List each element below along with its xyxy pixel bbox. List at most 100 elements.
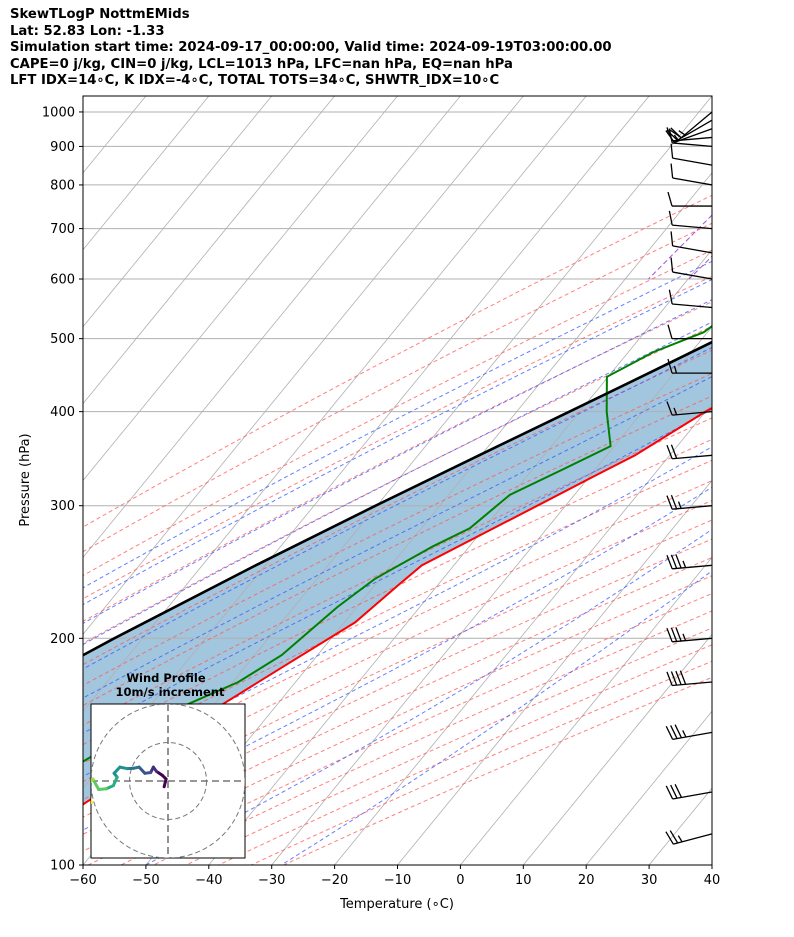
wind-barb-feather: [670, 671, 678, 686]
dry-adiabat-line: [83, 194, 712, 528]
y-tick-label: 100: [50, 859, 75, 874]
y-tick-label: 500: [50, 332, 75, 347]
isotherm-line: [83, 96, 84, 97]
wind-barb-staff: [672, 505, 713, 510]
wind-barb: [665, 830, 713, 845]
hodograph-inset: Wind Profile 10m/s increment: [90, 671, 246, 859]
wind-barb-feather: [666, 554, 673, 570]
wind-barb-feather: [670, 143, 674, 159]
hodograph-segment: [111, 775, 119, 788]
dry-adiabat-line: [83, 275, 712, 600]
wind-barb-staff: [672, 271, 713, 280]
y-tick-label: 400: [50, 405, 75, 420]
dry-adiabat-line: [83, 438, 712, 746]
wind-barb-staff: [672, 157, 713, 166]
wind-barb-feather: [665, 831, 674, 845]
isotherm-line: [83, 96, 461, 559]
cape-cin-shading-layer: [83, 342, 712, 805]
title-line-5: LFT IDX=14∘C, K IDX=-4∘C, TOTAL TOTS=34∘…: [10, 73, 500, 88]
x-tick-label: 30: [641, 873, 658, 888]
wind-barb: [666, 127, 713, 142]
wind-barb-half-feather: [682, 730, 687, 738]
wind-barb-half-feather: [673, 407, 678, 415]
wind-barb: [668, 128, 713, 148]
wind-barb-feather: [668, 210, 673, 226]
wind-barb-staff: [680, 111, 713, 139]
wind-barb-feather: [667, 191, 673, 207]
dry-adiabat-line: [83, 519, 712, 818]
y-tick-label: 200: [50, 632, 75, 647]
axes-layer: −60 −50 −40 −30 −20 −10 0 10 20 30 40 1000 900 800 700…: [42, 105, 720, 888]
wind-barb-feather: [668, 128, 673, 144]
wind-barb-half-feather: [677, 835, 683, 843]
wind-barb: [666, 627, 713, 643]
wind-barb: [667, 324, 712, 340]
wind-barb: [665, 784, 713, 800]
chart-title-block: SkewTLogP NottmEMids Lat: 52.83 Lon: -1.…: [10, 7, 612, 90]
dewpoint-line: [83, 324, 712, 763]
isotherm-line: [334, 402, 712, 865]
wind-barb-staff: [677, 119, 713, 141]
wind-barb: [670, 257, 713, 280]
wind-barb-feather: [674, 724, 683, 739]
wind-barb-feather: [666, 671, 673, 686]
wind-barb-feather: [670, 784, 678, 799]
isotherm-line: [83, 96, 524, 635]
wind-barb-feather: [666, 627, 673, 643]
wind-barb: [670, 231, 713, 254]
x-tick-label: 10: [515, 873, 532, 888]
y-tick-label: 700: [50, 222, 75, 237]
mixing-ratio-line: [733, 96, 794, 279]
wind-barb-half-feather: [678, 130, 686, 136]
wind-barb-feather: [670, 163, 674, 179]
wind-barb-feather: [667, 324, 673, 339]
wind-barb-feather: [674, 784, 683, 798]
isotherm-line: [208, 249, 712, 865]
moist-adiabat-line: [83, 278, 712, 606]
x-tick-label: −40: [195, 873, 222, 888]
isotherm-line: [83, 96, 273, 328]
wind-barb-staff: [672, 454, 713, 460]
wind-barb-staff: [673, 833, 713, 845]
hodograph-plot: [91, 704, 245, 858]
parcel-path-line: [83, 340, 712, 657]
wind-barb: [668, 289, 713, 309]
wind-barb-staff: [672, 410, 713, 416]
x-tick-label: 20: [578, 873, 595, 888]
hodograph-title: Wind Profile: [126, 671, 206, 685]
wind-barb-feather: [670, 554, 678, 569]
profile-lines-layer: [83, 324, 712, 806]
title-line-1: SkewTLogP NottmEMids: [10, 7, 190, 22]
y-tick-label: 600: [50, 273, 75, 288]
x-tick-label: −30: [258, 873, 285, 888]
moist-adiabat-line: [83, 321, 712, 646]
wind-barb-staff: [672, 681, 713, 687]
title-line-4: CAPE=0 j/kg, CIN=0 j/kg, LCL=1013 hPa, L…: [10, 56, 513, 72]
wind-barb-feather: [670, 444, 678, 459]
title-line-3: Simulation start time: 2024-09-17_00:00:…: [10, 40, 612, 55]
wind-barb: [667, 191, 712, 207]
wind-barb: [666, 444, 713, 460]
wind-barb-staff: [672, 637, 713, 643]
wind-barb-feather: [665, 785, 674, 800]
wind-barb: [670, 163, 713, 186]
moist-adiabat-line: [83, 260, 712, 589]
wind-barbs-layer: [665, 111, 713, 845]
title-line-2: Lat: 52.83 Lon: -1.33: [10, 23, 165, 39]
wind-barb-staff: [672, 136, 713, 142]
x-tick-label: −10: [384, 873, 411, 888]
y-tick-label: 800: [50, 178, 75, 193]
hodograph-subtitle: 10m/s increment: [116, 685, 225, 699]
dry-adiabat-line: [83, 325, 712, 644]
moist-adiabat-line: [83, 346, 712, 670]
moist-adiabat-line: [83, 375, 712, 699]
wind-barb-half-feather: [682, 560, 687, 568]
wind-barb: [670, 143, 713, 166]
wind-barb-feather: [666, 495, 673, 510]
wind-barb-feather: [667, 358, 673, 374]
wind-barb-feather: [679, 670, 687, 685]
y-axis-label: Pressure (hPa): [18, 433, 33, 526]
wind-barb-feather: [670, 231, 674, 246]
x-axis-label: Temperature (∘C): [339, 897, 454, 912]
wind-barb-staff: [672, 224, 713, 230]
